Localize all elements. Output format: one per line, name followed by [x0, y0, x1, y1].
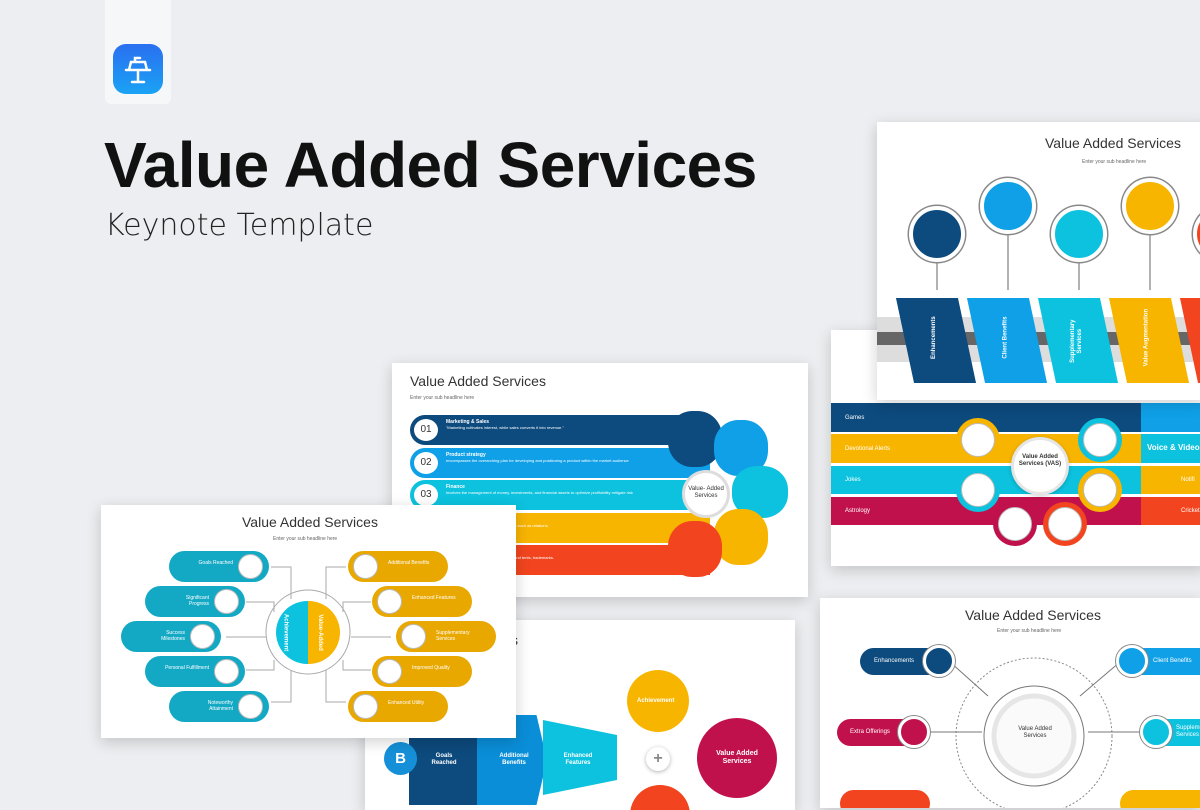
page-subtitle: Keynote Template — [105, 208, 374, 243]
slide-thumb-circle[interactable]: Value Added Services Enter your sub head… — [820, 598, 1200, 808]
flow-achievement: Achievement — [637, 698, 675, 704]
puzzle-right-label: Supplementary Services — [436, 630, 470, 642]
vas-center-label: Value Added Services (VAS) — [1018, 454, 1062, 468]
puzzle-right-label: Improved Quality — [412, 665, 450, 671]
flow-step: Enhanced Features — [563, 753, 593, 767]
page-title: Value Added Services — [104, 129, 757, 201]
item-icon — [353, 694, 378, 719]
vas-left-item: Games — [845, 415, 865, 421]
slide-subtitle: Enter your sub headline here — [273, 536, 338, 542]
puzzle-center-right: Value-Added — [316, 614, 323, 651]
circle-item: Enhancements — [874, 658, 915, 664]
circle-center-label: Value Added Services — [1018, 726, 1052, 740]
ribbon-label: Supplementary Services — [1069, 319, 1083, 363]
ribbon-label: Client Benefits — [1002, 316, 1009, 359]
circle-item: Supplementary Services — [1176, 725, 1200, 739]
circle-item: Extra Offerings — [850, 729, 890, 735]
list-row-title: Marketing & Sales — [446, 419, 490, 425]
slide-subtitle: Enter your sub headline here — [997, 628, 1062, 634]
item-icon — [401, 624, 426, 649]
list-center-label: Value- Added Services — [688, 486, 724, 500]
puzzle-left-label: Noteworthy Attainment — [207, 700, 233, 712]
list-row-desc: involves the management of money, invest… — [446, 490, 633, 495]
item-icon — [353, 554, 378, 579]
item-icon — [214, 589, 239, 614]
item-icon — [214, 659, 239, 684]
slide-subtitle: Enter your sub headline here — [410, 395, 475, 401]
list-row — [410, 447, 710, 478]
flow-result: Value Added Services — [716, 750, 758, 766]
vas-left-item: Astrology — [845, 508, 871, 514]
slide-title: Value Added Services — [242, 514, 378, 530]
slide-title: Value Added Services — [1045, 135, 1181, 151]
vas-left-item: Jokes — [845, 477, 861, 483]
puzzle-left-label: Significant Progress — [185, 595, 209, 607]
puzzle-left-label: Personal Fulfillment — [165, 665, 209, 671]
puzzle-left-label: Success Milestones — [161, 630, 185, 642]
list-row-number: 02 — [412, 449, 440, 476]
plus-icon: + — [646, 747, 670, 771]
list-row-title: Finance — [446, 484, 465, 490]
ribbon-label: Value Augmentation — [1143, 308, 1150, 367]
circle-item: Client Benefits — [1153, 658, 1192, 664]
item-icon — [377, 589, 402, 614]
list-row-number: 01 — [412, 417, 440, 443]
list-row-title: Product strategy — [446, 451, 486, 458]
puzzle-left-label: Goals Reached — [198, 560, 233, 566]
flow-letter-badge: B — [384, 742, 417, 775]
slide-thumb-list[interactable]: Value Added Services Enter your sub head… — [392, 363, 808, 597]
vas-right-item: Cricket — [1181, 508, 1200, 514]
item-icon — [238, 694, 263, 719]
puzzle-right-label: Enhanced Utility — [388, 700, 425, 706]
item-icon — [238, 554, 263, 579]
list-row — [410, 415, 710, 445]
puzzle-right-label: Additional Benefits — [388, 560, 430, 566]
item-icon — [190, 624, 215, 649]
item-icon — [377, 659, 402, 684]
vas-right-item: Notifi — [1181, 477, 1195, 483]
keynote-podium-icon — [113, 44, 163, 94]
flow-step: Additional Benefits — [499, 753, 529, 767]
slide-title: Value Added Services — [965, 607, 1101, 623]
puzzle-center-left: Achievement — [282, 613, 289, 652]
vas-right-item: Voice & Video — [1147, 443, 1200, 452]
slide-thumb-ribbons[interactable]: Value Added Services Enter your sub head… — [877, 122, 1200, 400]
list-row-desc: encompasses the overarching plan for dev… — [446, 457, 629, 463]
puzzle-right-label: Enhanced Features — [412, 595, 456, 601]
slide-title: Value Added Services — [410, 373, 546, 389]
vas-left-item: Devotional Alerts — [845, 446, 891, 452]
slide-subtitle: Enter your sub headline here — [1082, 159, 1147, 165]
slide-thumb-puzzle[interactable]: Value Added Services Enter your sub head… — [101, 505, 516, 738]
flow-step: Goals Reached — [431, 753, 457, 767]
list-row-desc: "Marketing cultivates interest, while sa… — [446, 425, 564, 430]
ribbon-label: Enhancements — [930, 316, 937, 359]
